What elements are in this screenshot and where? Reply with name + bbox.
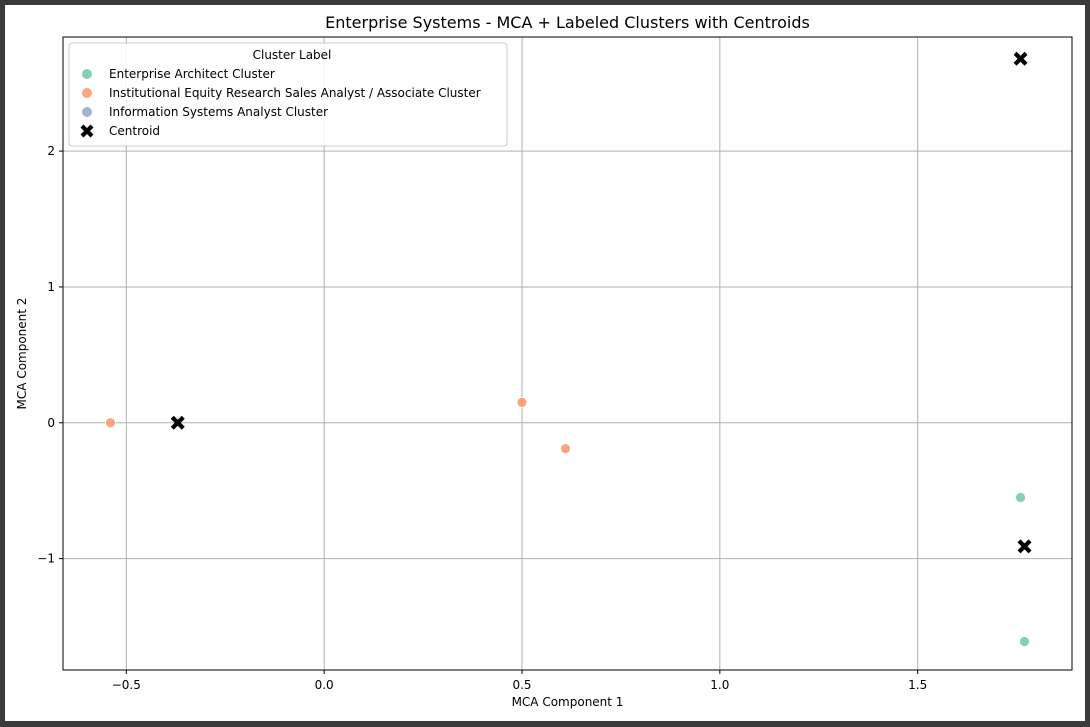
plot-frame	[62, 36, 1073, 671]
legend-entry: Enterprise Architect Cluster	[82, 67, 275, 81]
x-tick-label: 1.0	[710, 678, 729, 692]
legend-label: Centroid	[109, 124, 160, 138]
legend-label: Information Systems Analyst Cluster	[109, 105, 328, 119]
legend-box	[68, 42, 508, 147]
centroid-marker	[170, 415, 185, 430]
x-tick-label: 1.5	[908, 678, 927, 692]
data-points	[105, 51, 1032, 647]
data-point	[1015, 492, 1026, 503]
x-axis-label: MCA Component 1	[512, 695, 624, 709]
legend-centroid-icon	[80, 124, 94, 138]
y-tick-label: 1	[47, 280, 55, 294]
legend-label: Enterprise Architect Cluster	[109, 67, 275, 81]
x-tick-label: 0.5	[512, 678, 531, 692]
legend-marker	[82, 88, 92, 98]
centroid-marker	[1013, 51, 1028, 66]
legend: Cluster Label Enterprise Architect Clust…	[68, 42, 508, 147]
data-point	[1019, 636, 1030, 647]
data-point	[560, 443, 571, 454]
legend-marker	[82, 107, 92, 117]
x-tick-label: −0.5	[112, 678, 141, 692]
centroid-marker	[1017, 539, 1032, 554]
legend-title: Cluster Label	[253, 48, 332, 62]
legend-marker	[82, 69, 92, 79]
legend-entry: Centroid	[80, 124, 160, 138]
x-tick-label: 0.0	[315, 678, 334, 692]
chart-title: Enterprise Systems - MCA + Labeled Clust…	[325, 13, 810, 32]
data-point	[105, 417, 116, 429]
y-axis-label: MCA Component 2	[15, 298, 29, 410]
chart-figure: −0.5 0.0 0.5 1.0 1.5 −1 0 1 2 Enterprise Systems…	[5, 5, 1085, 721]
legend-label: Institutional Equity Research Sales Anal…	[109, 86, 481, 100]
legend-entry: Institutional Equity Research Sales Anal…	[82, 86, 481, 100]
axis-ticks: −0.5 0.0 0.5 1.0 1.5 −1 0 1 2	[37, 144, 927, 692]
y-tick-label: −1	[37, 552, 55, 566]
data-point	[516, 397, 528, 408]
y-tick-label: 2	[47, 144, 55, 158]
y-tick-label: 0	[47, 416, 55, 430]
legend-entry: Information Systems Analyst Cluster	[82, 105, 328, 119]
scatter-chart: −0.5 0.0 0.5 1.0 1.5 −1 0 1 2 Enterprise Systems…	[15, 13, 1073, 709]
